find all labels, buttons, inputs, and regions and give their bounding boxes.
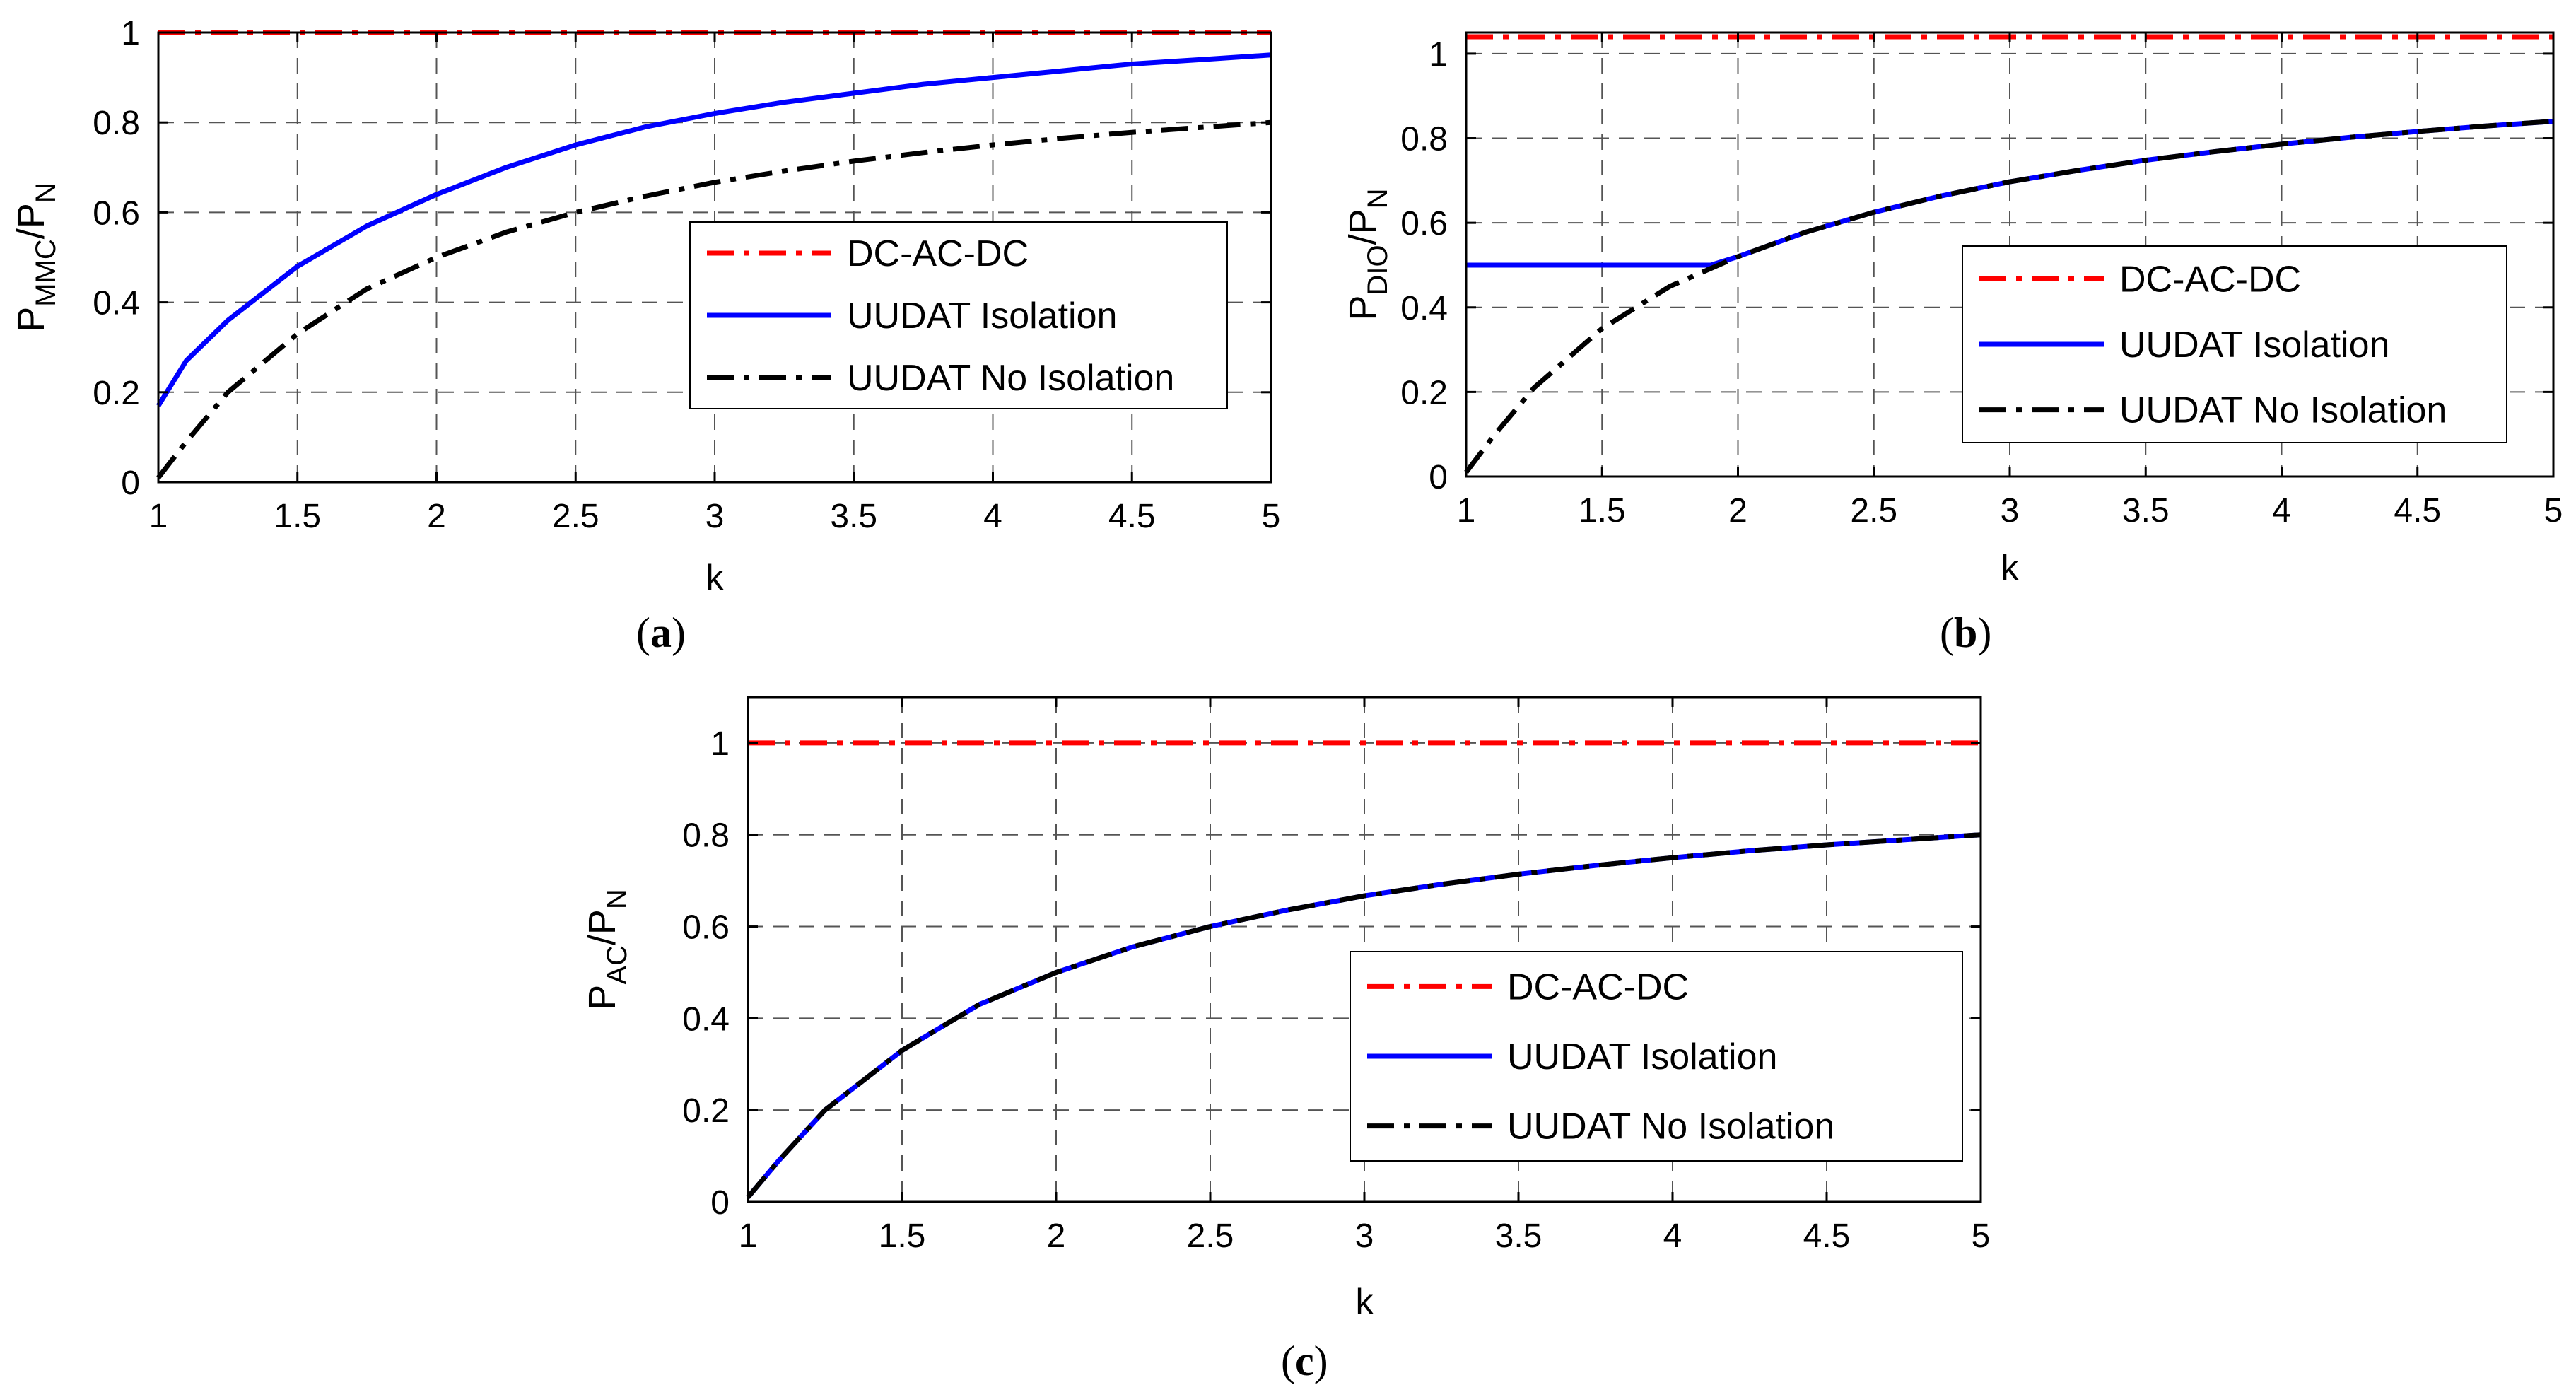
x-tick-label: 5 [1972,1217,1991,1255]
x-tick-label: 4 [2272,492,2291,530]
y-axis-label: PAC/PN [581,889,633,1010]
x-tick-label: 1.5 [1579,492,1626,530]
x-tick-label: 4.5 [1108,498,1156,535]
y-tick-label: 0.2 [1400,374,1448,411]
x-tick-label: 2.5 [1187,1217,1234,1255]
x-tick-label: 2.5 [1850,492,1897,530]
x-tick-label: 5 [1262,498,1281,535]
y-tick-label: 0.4 [93,285,140,322]
x-tick-label: 4.5 [2394,492,2441,530]
y-tick-label: 0 [710,1184,730,1222]
y-tick-label: 1 [710,725,730,763]
y-tick-label: 0.8 [93,105,140,142]
x-axis-label: k [1356,1282,1374,1321]
y-tick-label: 1 [1429,36,1448,74]
y-tick-label: 0.6 [682,909,730,947]
x-tick-label: 3.5 [830,498,877,535]
y-tick-label: 0.8 [682,817,730,855]
y-tick-label: 0 [121,464,140,502]
x-tick-label: 1.5 [879,1217,926,1255]
x-tick-label: 4 [983,498,1002,535]
legend-entry: UUDAT No Isolation [847,358,1174,399]
x-tick-label: 3.5 [1495,1217,1542,1255]
legend-entry: UUDAT Isolation [847,296,1117,337]
y-tick-label: 0 [1429,459,1448,496]
series-line-3 [746,832,1981,1199]
x-tick-label: 1 [149,498,168,535]
x-tick-label: 3 [1355,1217,1374,1255]
x-tick-label: 1 [1457,492,1476,530]
x-axis-label: k [706,558,725,597]
x-tick-label: 1 [739,1217,758,1255]
x-tick-label: 2 [1047,1217,1066,1255]
x-tick-label: 2 [427,498,446,535]
y-tick-label: 0.4 [1400,290,1448,327]
x-tick-label: 1.5 [274,498,321,535]
y-axis-label: PDIO/PN [1342,188,1393,320]
x-tick-label: 5 [2544,492,2563,530]
legend-entry: DC-AC-DC [1507,966,1689,1007]
chart-panel-c: 1 1.5 2 2.5 3 3.5 4 4.5 5 0 0.2 0.4 0.6 0.8 1 k PAC/PN DC… [581,696,1991,1384]
series-line-3 [156,119,1272,479]
x-tick-label: 2.5 [552,498,599,535]
legend-entry: UUDAT Isolation [2119,325,2389,366]
y-tick-label: 1 [121,15,140,52]
legend-entry: UUDAT No Isolation [1507,1106,1834,1147]
series-line-3 [1464,119,2554,474]
y-tick-label: 0.6 [93,194,140,232]
y-tick-label: 0.4 [682,1000,730,1038]
legend-entry: DC-AC-DC [847,233,1029,274]
legend-entry: UUDAT Isolation [1507,1036,1777,1077]
panel-label: (c) [1281,1338,1328,1384]
y-tick-label: 0.2 [93,375,140,412]
y-tick-label: 0.6 [1400,205,1448,242]
x-tick-label: 4.5 [1803,1217,1851,1255]
x-tick-label: 3 [2001,492,2020,530]
x-tick-label: 2 [1728,492,1747,530]
x-tick-label: 3 [706,498,725,535]
chart-panel-a: 1 1.5 2 2.5 3 3.5 4 4.5 5 0 0.2 0.4 0.6 0.8 1 k PMMC/PN D… [10,15,1280,656]
y-axis-label: PMMC/PN [10,182,62,332]
panel-label: (a) [636,609,686,656]
x-axis-label: k [2001,548,2020,588]
legend-entry: DC-AC-DC [2119,259,2301,300]
y-tick-label: 0.2 [682,1092,730,1130]
chart-panel-b: 1 1.5 2 2.5 3 3.5 4 4.5 5 0 0.2 0.4 0.6 0.8 1 k PDIO/PN D… [1342,31,2563,656]
x-tick-label: 4 [1663,1217,1682,1255]
x-tick-label: 3.5 [2122,492,2170,530]
y-tick-label: 0.8 [1400,121,1448,158]
legend-entry: UUDAT No Isolation [2119,390,2447,431]
series-line-2 [156,52,1272,407]
panel-label: (b) [1940,609,1991,656]
